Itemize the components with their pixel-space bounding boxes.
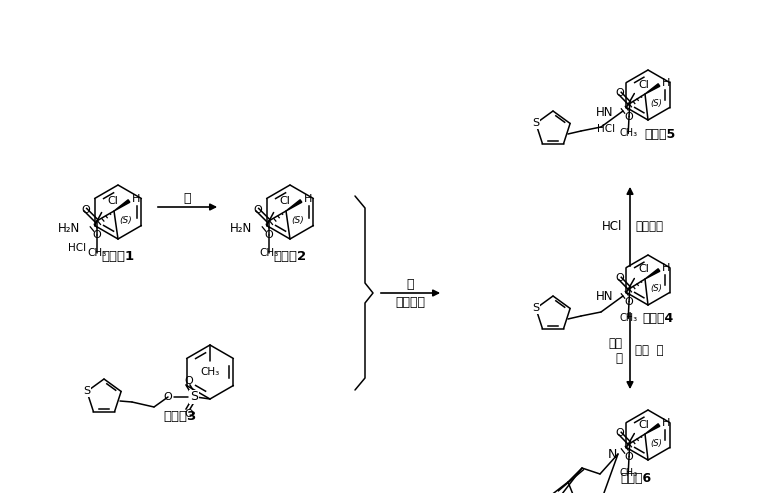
Polygon shape bbox=[645, 84, 660, 94]
Text: 碱: 碱 bbox=[407, 278, 414, 290]
Text: HN: HN bbox=[595, 290, 613, 304]
Text: O: O bbox=[253, 205, 262, 214]
Text: N: N bbox=[607, 448, 617, 460]
Text: 化合物1: 化合物1 bbox=[101, 250, 134, 263]
Text: 化合物2: 化合物2 bbox=[273, 250, 306, 263]
Polygon shape bbox=[645, 424, 660, 434]
Text: HCl: HCl bbox=[597, 124, 615, 134]
Text: CH₃: CH₃ bbox=[619, 314, 637, 323]
Text: HN: HN bbox=[595, 106, 613, 118]
Text: HCl: HCl bbox=[601, 220, 622, 233]
Text: O: O bbox=[616, 428, 624, 438]
Text: H: H bbox=[304, 194, 313, 204]
Text: 亲核取代: 亲核取代 bbox=[396, 296, 425, 310]
Text: 化合物4: 化合物4 bbox=[642, 313, 674, 325]
Text: O: O bbox=[184, 409, 194, 419]
Text: S: S bbox=[83, 387, 91, 396]
Text: H: H bbox=[132, 194, 141, 204]
Text: (S): (S) bbox=[650, 99, 662, 108]
Text: H₂N: H₂N bbox=[58, 222, 80, 236]
Text: S: S bbox=[190, 390, 198, 403]
Text: H: H bbox=[662, 78, 670, 88]
Text: CH₃: CH₃ bbox=[200, 367, 220, 377]
Text: CH₃: CH₃ bbox=[619, 129, 637, 139]
Text: 化合物5: 化合物5 bbox=[644, 128, 676, 141]
Text: Cl: Cl bbox=[638, 420, 649, 429]
Text: HCl: HCl bbox=[68, 243, 86, 253]
Text: H₂N: H₂N bbox=[230, 222, 252, 236]
Text: (S): (S) bbox=[650, 284, 662, 293]
Text: 缩合  环: 缩合 环 bbox=[635, 345, 664, 357]
Text: CH₃: CH₃ bbox=[259, 248, 278, 258]
Text: 甲醛
酸: 甲醛 酸 bbox=[608, 337, 622, 365]
Text: H: H bbox=[662, 263, 670, 273]
Text: O: O bbox=[624, 296, 634, 307]
Text: 碱: 碱 bbox=[184, 192, 191, 206]
Text: Cl: Cl bbox=[638, 79, 649, 90]
Text: CH₃: CH₃ bbox=[619, 468, 637, 479]
Text: (S): (S) bbox=[650, 439, 662, 448]
Text: (S): (S) bbox=[291, 216, 304, 225]
Text: O: O bbox=[264, 230, 273, 240]
Text: Cl: Cl bbox=[108, 197, 118, 207]
Text: O: O bbox=[624, 452, 634, 461]
Text: S: S bbox=[532, 303, 539, 314]
Text: S: S bbox=[532, 118, 539, 129]
Polygon shape bbox=[114, 200, 130, 211]
Text: 化合物6: 化合物6 bbox=[621, 471, 651, 485]
Text: Cl: Cl bbox=[280, 197, 290, 207]
Text: 化合物3: 化合物3 bbox=[164, 411, 197, 423]
Text: O: O bbox=[184, 376, 194, 386]
Text: O: O bbox=[624, 111, 634, 121]
Text: Cl: Cl bbox=[638, 265, 649, 275]
Polygon shape bbox=[286, 200, 302, 211]
Text: O: O bbox=[164, 392, 172, 402]
Text: CH₃: CH₃ bbox=[87, 248, 106, 258]
Text: O: O bbox=[81, 205, 90, 214]
Polygon shape bbox=[645, 269, 660, 279]
Text: O: O bbox=[616, 88, 624, 99]
Text: H: H bbox=[662, 418, 670, 428]
Text: (S): (S) bbox=[119, 216, 132, 225]
Text: O: O bbox=[616, 274, 624, 283]
Text: O: O bbox=[92, 230, 101, 240]
Text: 酸化成盐: 酸化成盐 bbox=[635, 220, 663, 233]
